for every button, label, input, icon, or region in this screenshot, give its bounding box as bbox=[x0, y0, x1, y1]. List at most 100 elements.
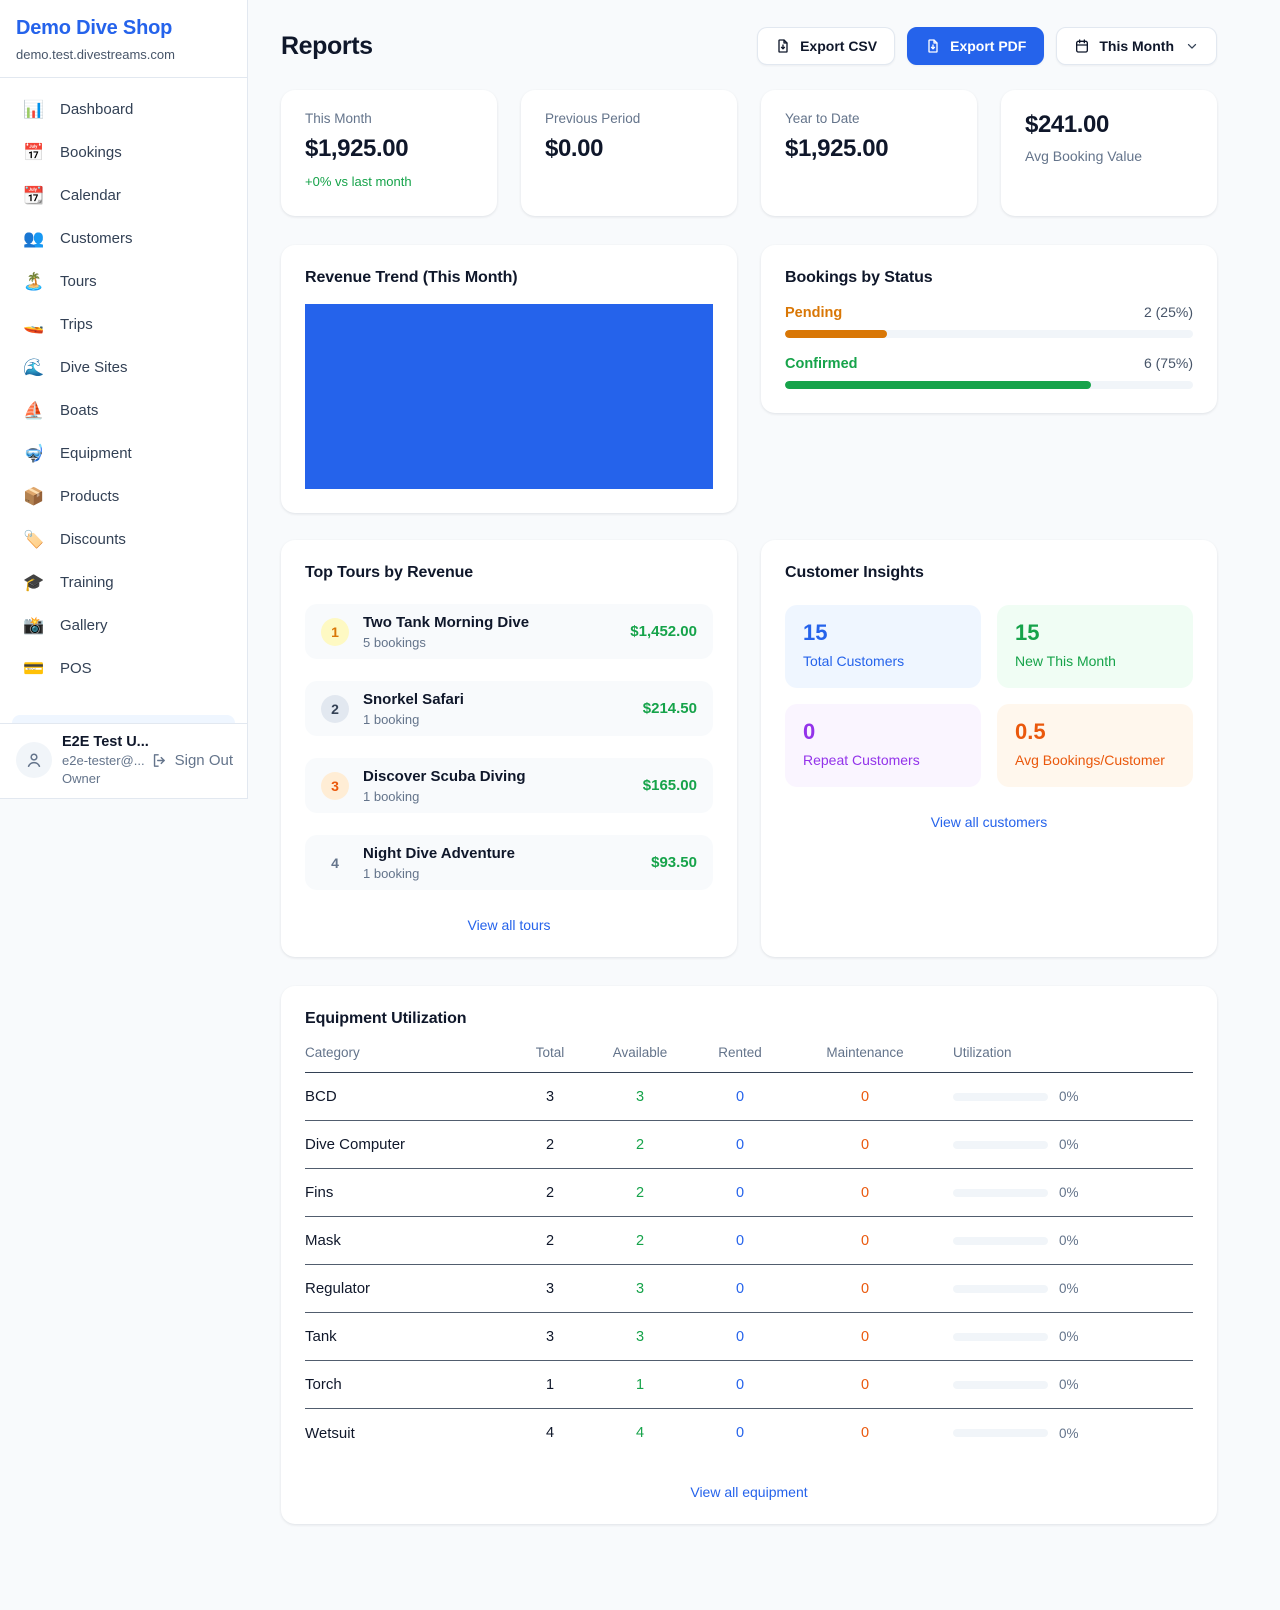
tour-name: Night Dive Adventure bbox=[363, 844, 515, 862]
sidebar-item-training[interactable]: 🎓 Training bbox=[12, 561, 235, 604]
utilization-bar bbox=[953, 1188, 1048, 1197]
user-meta: E2E Test U... e2e-tester@... Owner bbox=[62, 734, 149, 786]
table-row: Torch 1 1 0 0 0% bbox=[305, 1361, 1193, 1409]
tour-row: 2 Snorkel Safari 1 booking $214.50 bbox=[305, 681, 713, 736]
export-pdf-button[interactable]: Export PDF bbox=[907, 27, 1045, 65]
utilization-bar bbox=[953, 1429, 1048, 1437]
column-header: Category bbox=[305, 1045, 360, 1060]
tour-bookings: 1 booking bbox=[363, 711, 420, 727]
sidebar-item-tours[interactable]: 🏝️ Tours bbox=[12, 260, 235, 303]
table-row: Dive Computer 2 2 0 0 0% bbox=[305, 1121, 1193, 1169]
equipment-rented: 0 bbox=[735, 1425, 745, 1441]
insight-value: 0 bbox=[803, 719, 816, 744]
sidebar-item-gallery[interactable]: 📸 Gallery bbox=[12, 604, 235, 647]
logout-icon bbox=[153, 753, 165, 767]
column-header: Total bbox=[535, 1045, 565, 1060]
utilization-bar bbox=[953, 1140, 1048, 1149]
equipment-utilization-title: Equipment Utilization bbox=[305, 1010, 467, 1027]
equipment-category: Mask bbox=[305, 1232, 341, 1249]
equipment-rented: 0 bbox=[735, 1328, 745, 1345]
sidebar-item-discounts[interactable]: 🏷️ Discounts bbox=[12, 518, 235, 561]
sidebar-item-label: Boats bbox=[60, 402, 99, 419]
sidebar: Demo Dive Shop demo.test.divestreams.com… bbox=[0, 0, 248, 799]
sidebar-item-dive-sites[interactable]: 🌊 Dive Sites bbox=[12, 346, 235, 389]
view-all-equipment-link[interactable]: View all equipment bbox=[690, 1484, 808, 1500]
equipment-maintenance: 0 bbox=[860, 1425, 870, 1441]
tour-bookings: 1 booking bbox=[363, 788, 420, 804]
sidebar-item-customers[interactable]: 👥 Customers bbox=[12, 217, 235, 260]
column-header: Available bbox=[612, 1045, 668, 1060]
utilization-bar bbox=[953, 1236, 1048, 1245]
sign-out-button[interactable]: Sign Out bbox=[151, 752, 233, 769]
header-actions: Export CSV Export PDF This Month bbox=[757, 27, 1217, 65]
user-icon bbox=[27, 753, 41, 767]
user-name: E2E Test U... bbox=[62, 734, 149, 750]
sidebar-item-boats[interactable]: ⛵ Boats bbox=[12, 389, 235, 432]
user-email: e2e-tester@... bbox=[62, 753, 145, 768]
equipment-available: 3 bbox=[635, 1280, 645, 1297]
insight-repeat-customers: 0 Repeat Customers bbox=[785, 704, 981, 787]
view-all-tours-link[interactable]: View all tours bbox=[467, 917, 551, 933]
equipment-maintenance: 0 bbox=[860, 1136, 870, 1153]
tour-revenue: $214.50 bbox=[642, 700, 697, 717]
sidebar-item-label: Dashboard bbox=[60, 101, 134, 118]
sidebar-item-equipment[interactable]: 🤿 Equipment bbox=[12, 432, 235, 475]
active-nav-item-partial[interactable] bbox=[12, 715, 235, 723]
sidebar-item-bookings[interactable]: 📅 Bookings bbox=[12, 131, 235, 174]
view-all-customers-link[interactable]: View all customers bbox=[930, 814, 1048, 830]
sidebar-item-label: POS bbox=[60, 660, 92, 677]
sidebar-item-label: Products bbox=[60, 488, 120, 505]
equipment-available: 2 bbox=[635, 1232, 645, 1249]
insight-new-this-month: 15 New This Month bbox=[997, 605, 1193, 688]
tour-bookings: 5 bookings bbox=[363, 634, 426, 650]
table-row: BCD 3 3 0 0 0% bbox=[305, 1073, 1193, 1121]
insight-label: Total Customers bbox=[803, 653, 905, 669]
diving-mask-icon: 🤿 bbox=[23, 444, 45, 463]
export-csv-button[interactable]: Export CSV bbox=[757, 27, 896, 65]
equipment-category: Fins bbox=[305, 1184, 334, 1201]
sidebar-item-dashboard[interactable]: 📊 Dashboard bbox=[12, 88, 235, 131]
stat-card-year-to-date: Year to Date $1,925.00 bbox=[761, 90, 977, 216]
equipment-rented: 0 bbox=[735, 1088, 745, 1105]
equipment-maintenance: 0 bbox=[860, 1184, 870, 1201]
sidebar-item-label: Calendar bbox=[60, 187, 121, 204]
shop-domain: demo.test.divestreams.com bbox=[16, 47, 175, 62]
speedboat-icon: 🚤 bbox=[23, 315, 45, 334]
tour-row: 1 Two Tank Morning Dive 5 bookings $1,45… bbox=[305, 604, 713, 659]
equipment-category: BCD bbox=[305, 1088, 337, 1105]
tour-name: Snorkel Safari bbox=[363, 690, 464, 708]
sidebar-item-trips[interactable]: 🚤 Trips bbox=[12, 303, 235, 346]
equipment-maintenance: 0 bbox=[860, 1088, 870, 1105]
insight-label: New This Month bbox=[1015, 653, 1116, 669]
table-row: Regulator 3 3 0 0 0% bbox=[305, 1265, 1193, 1313]
stat-card-this-month: This Month $1,925.00 +0% vs last month bbox=[281, 90, 497, 216]
stat-value: $1,925.00 bbox=[785, 135, 889, 162]
period-dropdown[interactable]: This Month bbox=[1056, 27, 1217, 65]
sidebar-item-label: Equipment bbox=[60, 445, 132, 462]
equipment-rented: 0 bbox=[735, 1280, 745, 1297]
stat-card-previous-period: Previous Period $0.00 bbox=[521, 90, 737, 216]
equipment-maintenance: 0 bbox=[860, 1328, 870, 1345]
column-header: Utilization bbox=[953, 1045, 1012, 1060]
avatar bbox=[16, 742, 52, 778]
rank-badge: 1 bbox=[321, 617, 349, 646]
chevron-down-icon bbox=[1187, 43, 1197, 49]
sidebar-item-products[interactable]: 📦 Products bbox=[12, 475, 235, 518]
page-header: Reports Export CSV Export PDF This Month bbox=[281, 27, 1217, 65]
sidebar-item-label: Tours bbox=[60, 273, 97, 290]
sidebar-item-label: Discounts bbox=[60, 531, 126, 548]
bookings-by-status-title: Bookings by Status bbox=[785, 269, 933, 286]
revenue-trend-title: Revenue Trend (This Month) bbox=[305, 269, 518, 286]
shop-name-link[interactable]: Demo Dive Shop bbox=[16, 17, 173, 39]
calendar-icon bbox=[1076, 39, 1089, 53]
equipment-category: Tank bbox=[305, 1328, 337, 1345]
tour-revenue: $93.50 bbox=[651, 854, 697, 871]
insight-value: 0.5 bbox=[1015, 719, 1046, 744]
equipment-available: 2 bbox=[635, 1136, 645, 1153]
sidebar-item-pos[interactable]: 💳 POS bbox=[12, 647, 235, 690]
equipment-category: Wetsuit bbox=[305, 1424, 355, 1442]
progress-track bbox=[785, 330, 1193, 338]
equipment-rented: 0 bbox=[735, 1136, 745, 1153]
sidebar-item-calendar[interactable]: 📆 Calendar bbox=[12, 174, 235, 217]
status-count: 2 (25%) bbox=[1143, 304, 1193, 320]
